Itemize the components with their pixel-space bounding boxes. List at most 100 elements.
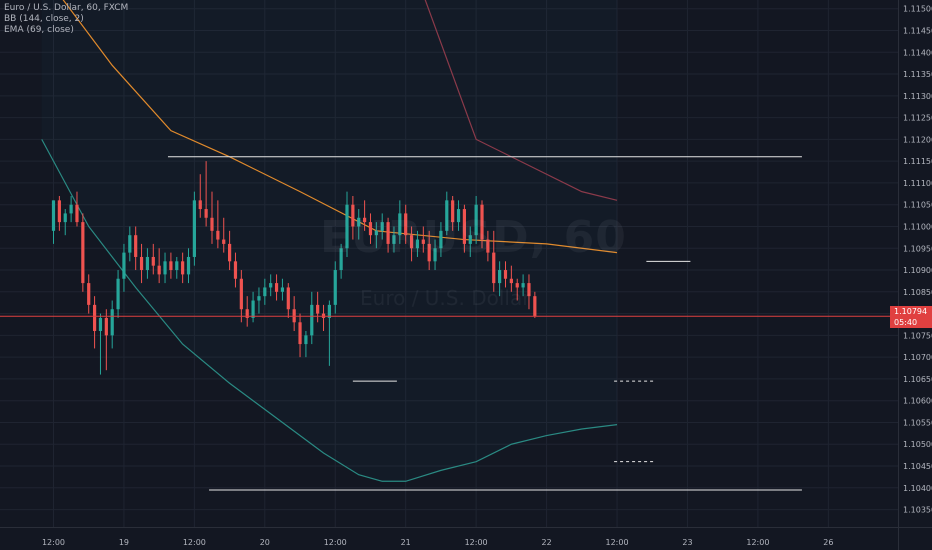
x-tick-label: 19: [119, 538, 129, 547]
candle-body: [492, 252, 496, 284]
y-tick-label: 1.10500: [903, 440, 932, 449]
x-tick-label: 12:00: [746, 538, 769, 547]
y-tick-label: 1.11350: [903, 70, 932, 79]
x-tick-label: 12:00: [605, 538, 628, 547]
candle-body: [239, 278, 243, 310]
candle-body: [104, 317, 108, 336]
x-tick-label: 12:00: [465, 538, 488, 547]
y-tick-label: 1.11000: [903, 222, 932, 231]
candle-body: [351, 204, 355, 227]
y-tick-label: 1.10900: [903, 266, 932, 275]
candle-body: [486, 239, 490, 253]
candle-body: [521, 283, 525, 288]
candle-body: [515, 283, 519, 288]
candle-body: [451, 200, 455, 223]
candle-body: [134, 235, 138, 257]
candle-body: [81, 222, 85, 284]
candle-body: [92, 304, 97, 332]
legend-bb[interactable]: BB (144, close, 2): [4, 14, 84, 24]
y-tick-label: 1.11100: [903, 179, 932, 188]
symbol-watermark: EURUSD, 60: [320, 212, 627, 263]
candle-body: [145, 256, 150, 271]
y-tick-label: 1.11500: [903, 5, 932, 14]
candle-body: [462, 209, 466, 244]
y-tick-label: 1.11050: [903, 201, 932, 210]
candle-body: [304, 335, 308, 345]
candle-body: [409, 235, 414, 249]
candle-body: [404, 213, 408, 236]
candle-body: [345, 204, 349, 249]
candle-body: [333, 270, 337, 305]
candle-body: [392, 235, 396, 244]
candle-body: [198, 200, 202, 210]
candle-body: [380, 222, 384, 231]
x-tick-label: 21: [401, 538, 411, 547]
candle-body: [374, 230, 378, 236]
candle-body: [216, 230, 220, 240]
y-tick-label: 1.10400: [903, 484, 932, 493]
candle-body: [274, 283, 279, 292]
candle-body: [509, 278, 513, 284]
candle-body: [51, 200, 56, 231]
candle-body: [251, 300, 255, 318]
candle-body: [280, 287, 285, 292]
candle-body: [181, 261, 185, 275]
candle-body: [128, 235, 132, 253]
y-tick-label: 1.11400: [903, 48, 932, 57]
candle-body: [339, 248, 343, 271]
candle-body: [110, 309, 114, 336]
candle-body: [57, 200, 61, 223]
candle-body: [456, 209, 461, 223]
candle-body: [398, 213, 402, 236]
y-tick-label: 1.10550: [903, 418, 932, 427]
x-tick-label: 12:00: [324, 538, 347, 547]
candle-body: [498, 270, 502, 284]
y-tick-label: 1.11150: [903, 157, 932, 166]
symbol-name-watermark: Euro / U.S. Dollar: [360, 286, 531, 310]
bb-upper-line: [424, 0, 618, 201]
legend-symbol[interactable]: Euro / U.S. Dollar, 60, FXCM: [4, 3, 129, 13]
ema-line: [62, 0, 618, 254]
candle-body: [527, 283, 531, 297]
candle-body: [151, 256, 155, 266]
countdown-tag: 05:40: [890, 317, 932, 328]
candle-body: [439, 230, 443, 249]
candle-body: [357, 217, 361, 227]
candle-body: [228, 243, 232, 262]
candle-body: [480, 204, 484, 240]
y-tick-label: 1.10950: [903, 244, 932, 253]
candle-body: [316, 304, 320, 314]
candle-body: [468, 235, 472, 244]
candle-body: [421, 239, 425, 244]
candle-body: [503, 270, 508, 279]
y-tick-label: 1.10850: [903, 288, 932, 297]
candle-body: [327, 304, 331, 318]
candle-body: [298, 322, 302, 345]
candle-body: [415, 239, 420, 249]
candle-body: [233, 261, 238, 279]
candle-body: [427, 243, 431, 262]
bb-fill: [41, 0, 618, 482]
y-tick-label: 1.10750: [903, 331, 932, 340]
candle-body: [245, 309, 249, 318]
y-tick-label: 1.10700: [903, 353, 932, 362]
candle-body: [363, 217, 367, 223]
candle-body: [474, 204, 478, 236]
last-price-tag: 1.10794: [890, 306, 932, 317]
y-tick-label: 1.10650: [903, 375, 932, 384]
candle-body: [222, 239, 226, 244]
x-tick-label: 23: [682, 538, 692, 547]
x-tick-label: 12:00: [42, 538, 65, 547]
y-tick-label: 1.11450: [903, 26, 932, 35]
candle-body: [186, 256, 191, 275]
candle-body: [139, 256, 144, 271]
legend-ema[interactable]: EMA (69, close): [4, 25, 74, 35]
y-tick-label: 1.10450: [903, 462, 932, 471]
y-tick-label: 1.10350: [903, 506, 932, 515]
y-tick-label: 1.11200: [903, 135, 932, 144]
candle-body: [75, 204, 79, 223]
candle-body: [122, 252, 126, 279]
candle-body: [116, 278, 120, 310]
